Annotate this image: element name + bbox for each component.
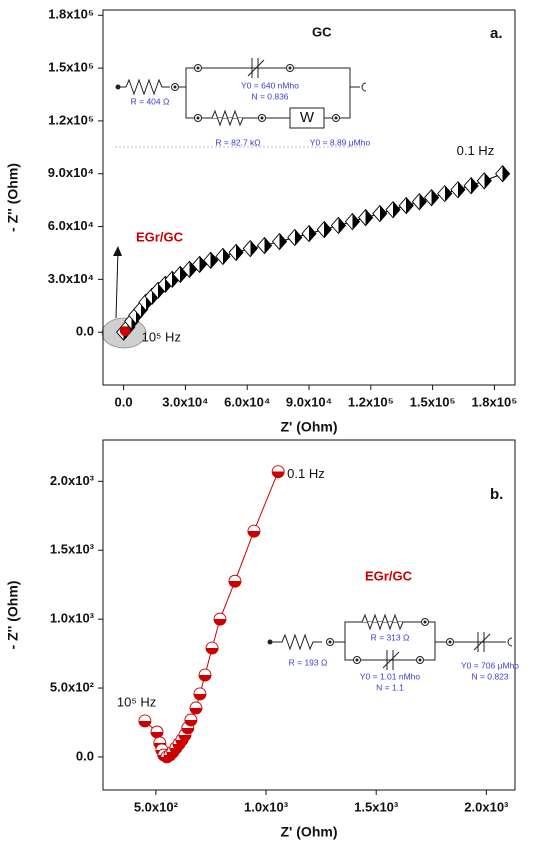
data-point — [205, 641, 219, 655]
circuit-label: R = 82.7 kΩ — [215, 137, 260, 147]
data-point — [463, 177, 479, 195]
low-frequency-label: 0.1 Hz — [457, 143, 495, 158]
data-point — [330, 216, 347, 235]
high-frequency-label: 10⁵ Hz — [117, 694, 156, 709]
y-tick-label: 1.5x10⁵ — [48, 60, 94, 75]
circuit-label: Y0 = 1.01 nMho — [360, 671, 421, 681]
circuit-b-drawing — [267, 613, 513, 670]
circuit-label: R = 193 Ω — [289, 657, 328, 667]
data-point — [316, 220, 332, 239]
circuit-label: Y0 = 640 nMho — [241, 80, 299, 90]
data-point — [358, 208, 374, 227]
y-tick-label: 1.5x10³ — [50, 542, 95, 557]
circuit-a-drawing — [115, 58, 367, 148]
data-point — [213, 612, 227, 626]
data-point — [198, 668, 212, 682]
data-point — [247, 524, 261, 538]
x-axis-label: Z' (Ohm) — [281, 419, 338, 435]
data-point — [215, 247, 231, 266]
low-frequency-label: 0.1 Hz — [287, 466, 325, 481]
y-axis-label: - Z'' (Ohm) — [5, 163, 21, 232]
x-tick-label: 2.0x10³ — [464, 799, 509, 814]
data-point — [271, 232, 288, 251]
data-point — [150, 725, 164, 739]
y-tick-label: 6.0x10⁴ — [48, 218, 94, 233]
x-tick-label: 1.2x10⁵ — [348, 394, 394, 409]
data-point — [398, 196, 414, 215]
data-point — [193, 687, 207, 701]
series-label: EGr/GC — [136, 229, 184, 244]
data-point — [192, 255, 208, 274]
data-point — [411, 193, 428, 211]
x-tick-label: 6.0x10⁴ — [224, 394, 270, 409]
high-frequency-label: 10⁵ Hz — [142, 330, 181, 345]
y-axis-label: - Z'' (Ohm) — [5, 581, 21, 650]
data-point — [242, 239, 258, 258]
x-tick-label: 1.5x10³ — [354, 799, 399, 814]
series-label: EGr/GC — [365, 568, 413, 583]
x-tick-label: 3.0x10⁴ — [162, 394, 208, 409]
data-point — [344, 212, 361, 231]
series-label: GC — [312, 24, 332, 39]
x-tick-label: 5.0x10² — [134, 799, 179, 814]
y-tick-label: 0.0 — [76, 748, 94, 763]
x-axis-label: Z' (Ohm) — [281, 824, 338, 840]
circuit-label: N = 1.1 — [376, 682, 404, 692]
circuit-label: W — [300, 109, 315, 126]
y-tick-label: 9.0x10⁴ — [48, 165, 94, 180]
y-tick-label: 5.0x10² — [50, 679, 95, 694]
arrow-head — [113, 246, 122, 256]
x-tick-label: 9.0x10⁴ — [286, 394, 332, 409]
y-tick-label: 3.0x10⁴ — [48, 271, 94, 286]
circuit-label: Y0 = 8.89 μMho — [310, 137, 371, 147]
circuit-label: N = 0.823 — [471, 671, 508, 681]
x-tick-label: 1.8x10⁵ — [471, 394, 517, 409]
panel-label: a. — [490, 25, 503, 42]
data-point — [437, 184, 453, 203]
data-point — [301, 224, 317, 243]
y-tick-label: 1.0x10³ — [50, 611, 95, 626]
y-tick-label: 0.0 — [76, 324, 94, 339]
data-point — [228, 574, 242, 588]
data-point — [228, 243, 244, 262]
data-point — [184, 713, 198, 727]
circuit-label: R = 313 Ω — [371, 632, 410, 642]
plot-frame — [102, 439, 516, 791]
data-point — [495, 165, 511, 183]
data-point — [138, 714, 152, 728]
y-tick-label: 1.2x10⁵ — [48, 112, 94, 127]
data-point — [423, 188, 440, 207]
panel-label: b. — [490, 486, 503, 503]
data-point — [476, 172, 492, 190]
data-point — [385, 200, 401, 219]
data-point — [256, 236, 273, 255]
y-tick-label: 2.0x10³ — [50, 473, 95, 488]
arrow — [115, 249, 119, 319]
data-point — [450, 181, 466, 199]
circuit-label: Y0 = 706 μMho — [461, 660, 519, 670]
y-tick-label: 1.8x10⁵ — [48, 7, 94, 22]
x-tick-label: 0.0 — [115, 394, 133, 409]
data-point — [372, 204, 388, 223]
data-point — [189, 701, 203, 715]
data-point — [271, 465, 285, 479]
circuit-label: N = 0.836 — [251, 91, 288, 101]
x-tick-label: 1.5x10⁵ — [410, 394, 456, 409]
x-tick-label: 1.0x10³ — [244, 799, 289, 814]
data-point — [287, 228, 303, 247]
data-point — [121, 326, 131, 336]
series-line — [144, 471, 279, 758]
data-point — [203, 251, 219, 270]
circuit-label: R = 404 Ω — [131, 96, 170, 106]
